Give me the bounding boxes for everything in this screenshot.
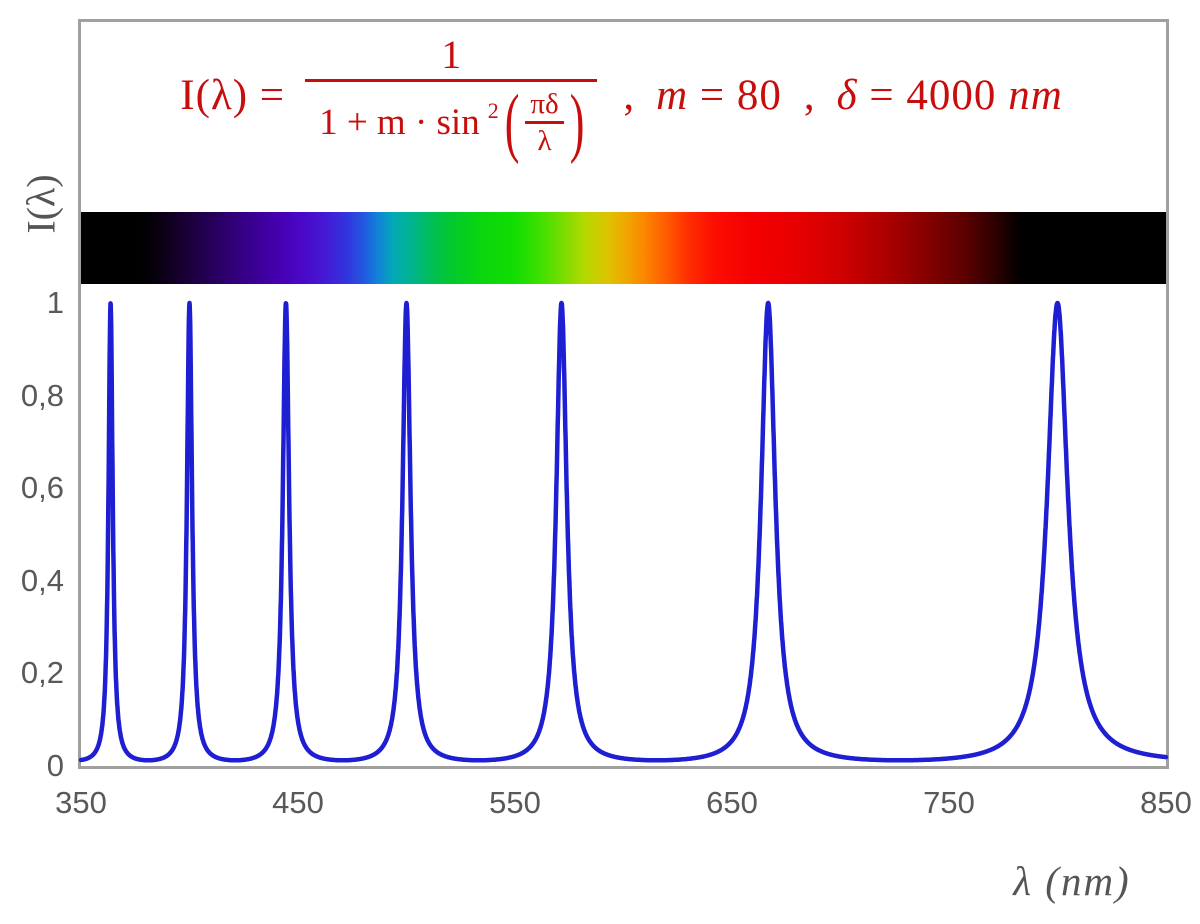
param-m-symbol: m: [656, 71, 689, 119]
param-delta-unit: nm: [1008, 71, 1063, 119]
x-axis-title: λ (nm): [1013, 858, 1131, 904]
inner-denominator: λ: [537, 125, 552, 158]
open-paren: (: [504, 79, 520, 165]
y-tick-label: 0,6: [20, 470, 64, 506]
param-m: m = 80: [656, 71, 782, 120]
formula-annotation: I(λ) = 1 1 + m · sin 2 ( πδ λ ) , m = 80 …: [81, 32, 1166, 161]
close-paren: ): [569, 79, 585, 165]
separator-comma: ,: [803, 71, 815, 119]
x-tick-label: 550: [489, 785, 541, 820]
x-tick-label: 650: [706, 785, 758, 820]
inner-numerator: πδ: [525, 89, 564, 125]
plot-frame: I(λ) = 1 1 + m · sin 2 ( πδ λ ) , m = 80 …: [78, 19, 1169, 769]
y-axis-title: I(λ): [18, 174, 64, 234]
fraction-numerator: 1: [441, 32, 462, 77]
x-tick-label: 750: [923, 785, 975, 820]
y-tick-label: 0,2: [20, 655, 64, 691]
x-tick-label: 450: [272, 785, 324, 820]
intensity-curve: [78, 300, 1169, 763]
inner-fraction: πδ λ: [525, 89, 564, 158]
param-m-value: = 80: [699, 71, 782, 119]
param-delta: δ = 4000 nm: [837, 71, 1067, 120]
param-delta-value: = 4000: [869, 71, 997, 119]
airy-curve-path: [78, 300, 1169, 763]
y-tick-label: 0: [46, 748, 64, 783]
y-tick-label: 1: [46, 285, 64, 320]
formula-fraction: 1 1 + m · sin 2 ( πδ λ ): [305, 32, 598, 161]
separator-comma: ,: [623, 71, 635, 119]
fraction-denominator: 1 + m · sin 2 ( πδ λ ): [305, 79, 598, 161]
param-delta-symbol: δ: [836, 71, 858, 119]
visible-spectrum-bar: [81, 212, 1166, 284]
formula-lhs: I(λ) =: [180, 71, 286, 119]
y-tick-label: 0,4: [20, 562, 64, 598]
x-tick-label: 850: [1140, 785, 1192, 820]
denominator-text: 1 + m · sin: [319, 101, 480, 143]
x-tick-label: 350: [55, 785, 107, 820]
y-tick-label: 0,8: [20, 377, 64, 413]
